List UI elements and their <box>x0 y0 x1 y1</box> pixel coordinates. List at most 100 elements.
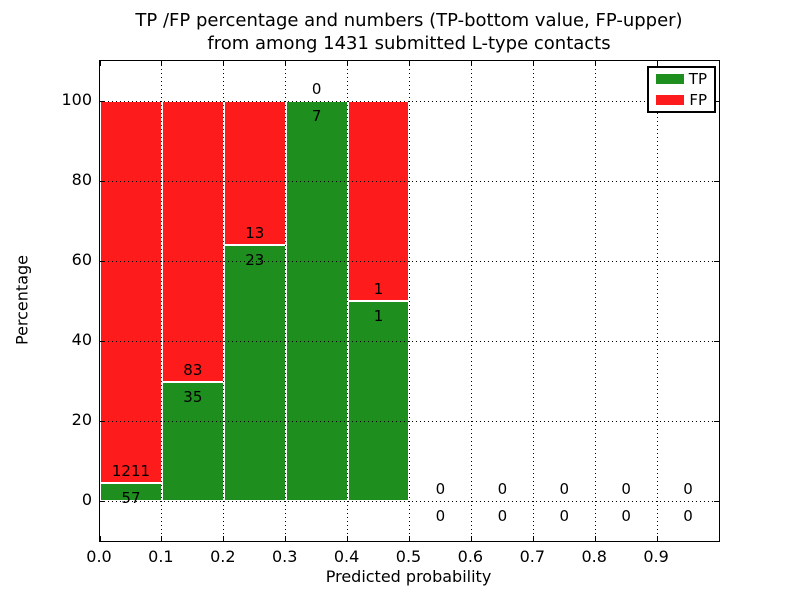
y-tick <box>100 340 105 342</box>
bar-segment-tp <box>161 382 224 501</box>
bar-segment-tp <box>347 301 410 501</box>
x-tick <box>532 536 534 541</box>
y-tick <box>100 100 105 102</box>
tp-count-label: 35 <box>183 388 203 407</box>
x-tick-top <box>161 61 163 66</box>
chart-title-line1: TP /FP percentage and numbers (TP-bottom… <box>135 10 683 31</box>
x-tick-label: 0.6 <box>457 547 484 566</box>
x-tick <box>656 536 658 541</box>
gridline-horizontal <box>100 340 719 342</box>
gridline-horizontal <box>100 180 719 182</box>
bar-segment-tp <box>285 101 348 501</box>
x-tick <box>409 536 410 541</box>
legend-label-fp: FP <box>689 90 707 109</box>
x-tick-top <box>285 61 287 66</box>
y-tick-right <box>714 340 719 342</box>
gridline-vertical <box>161 61 163 541</box>
gridline-horizontal <box>100 100 719 102</box>
gridline-vertical <box>347 61 349 541</box>
fp-count-label: 0 <box>497 480 508 498</box>
gridline-horizontal <box>100 500 719 502</box>
y-tick-label: 60 <box>71 250 92 269</box>
tp-color-swatch <box>656 74 684 85</box>
x-tick-label: 0.5 <box>395 547 422 566</box>
plot-area: 1211 57 83 35 13 23 0 7 1 1 0 0 0 0 0 0 0 0 0 0 <box>99 60 720 542</box>
y-tick-right <box>714 180 719 182</box>
bar-segment-tp <box>223 245 286 501</box>
x-tick-label: 0.2 <box>210 547 236 566</box>
x-tick-top <box>409 61 410 66</box>
tp-count-label: 0 <box>559 506 570 525</box>
y-tick-label: 80 <box>71 170 92 189</box>
x-tick <box>347 536 349 541</box>
y-axis-label: Percentage <box>12 254 32 346</box>
legend-entry-tp: TP <box>656 70 707 88</box>
tp-count-label: 57 <box>121 488 141 507</box>
y-tick-label: 100 <box>61 90 92 109</box>
x-tick-top <box>656 61 658 66</box>
bar-segment-fp <box>347 101 410 301</box>
legend-label-tp: TP <box>688 70 707 89</box>
x-tick-label: 0.9 <box>643 547 669 566</box>
fp-count-label: 13 <box>245 224 265 243</box>
y-tick <box>100 180 105 182</box>
x-tick-top <box>532 61 534 66</box>
x-tick-label: 0.0 <box>86 547 112 566</box>
gridline-horizontal <box>100 420 719 422</box>
tp-count-label: 0 <box>683 506 693 525</box>
tp-count-label: 0 <box>497 506 508 525</box>
chart-title-line2: from among 1431 submitted L-type contact… <box>207 33 611 54</box>
fp-count-label: 1 <box>373 280 384 298</box>
gridline-vertical <box>532 61 534 541</box>
x-tick-top <box>223 61 225 66</box>
x-tick <box>470 536 472 541</box>
y-tick <box>100 260 105 262</box>
chart-title: TP /FP percentage and numbers (TP-bottom… <box>99 9 719 55</box>
x-tick <box>161 536 163 541</box>
bar-segment-fp <box>161 101 224 383</box>
fp-color-swatch <box>656 94 684 105</box>
y-tick-label: 0 <box>81 490 92 509</box>
gridline-vertical <box>223 61 225 541</box>
x-tick-label: 0.7 <box>519 547 546 566</box>
x-tick-label: 0.4 <box>333 547 360 566</box>
x-tick-label: 0.1 <box>148 547 174 566</box>
x-tick-top <box>594 61 596 66</box>
y-tick <box>100 420 105 422</box>
x-tick-label: 0.3 <box>271 547 298 566</box>
fp-count-label: 0 <box>559 480 570 498</box>
gridline-vertical <box>656 61 658 541</box>
gridline-vertical <box>285 61 287 541</box>
legend-entry-fp: FP <box>656 91 707 109</box>
y-tick-right <box>714 100 719 102</box>
y-tick-right <box>714 500 719 502</box>
gridline-vertical <box>594 61 596 541</box>
x-tick <box>99 536 101 541</box>
x-axis-label: Predicted probability <box>325 567 492 586</box>
fp-count-label: 0 <box>311 80 322 98</box>
gridline-horizontal <box>100 260 719 262</box>
legend: TP FP <box>647 66 716 113</box>
tp-count-label: 0 <box>621 506 631 525</box>
x-tick <box>285 536 287 541</box>
tp-count-label: 23 <box>245 251 265 270</box>
x-tick <box>594 536 596 541</box>
y-tick-right <box>714 260 719 262</box>
fp-count-label: 0 <box>621 480 631 498</box>
bar-segment-fp <box>223 101 286 246</box>
x-tick-label: 0.8 <box>581 547 607 566</box>
fp-count-label: 0 <box>435 480 446 498</box>
y-tick <box>100 500 105 502</box>
fp-count-label: 83 <box>183 361 203 380</box>
gridline-vertical <box>409 61 410 541</box>
tp-count-label: 7 <box>311 106 322 125</box>
bar-segment-fp <box>100 101 162 484</box>
y-tick-right <box>714 420 719 422</box>
y-tick-label: 20 <box>71 410 92 429</box>
gridline-vertical <box>470 61 472 541</box>
x-tick-top <box>347 61 349 66</box>
x-tick <box>223 536 225 541</box>
x-tick-top <box>99 61 101 66</box>
y-tick-label: 40 <box>71 330 92 349</box>
